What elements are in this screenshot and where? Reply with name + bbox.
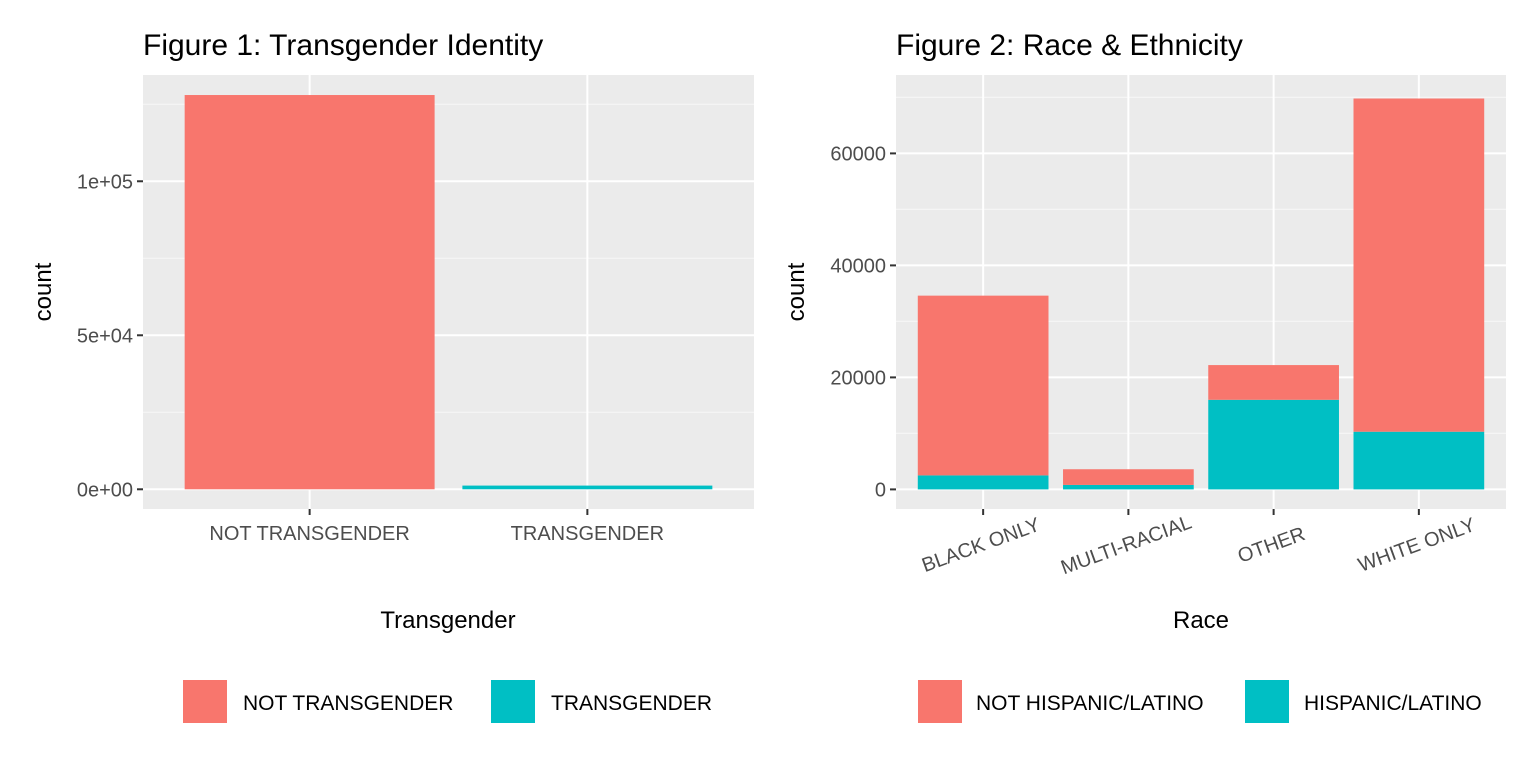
- chart1-y-axis: 0e+00 5e+04 1e+05: [77, 171, 143, 501]
- y-tick-label: 0: [875, 479, 886, 501]
- x-tick-label-black-only: BLACK ONLY: [919, 514, 1043, 577]
- bar-black-only-not-hispanic-latino: [917, 295, 1049, 476]
- chart2-bars: [917, 98, 1485, 490]
- legend-swatch-not-transgender: [183, 680, 227, 723]
- x-tick-label-white-only: WHITE ONLY: [1355, 514, 1478, 577]
- y-tick-label: 60000: [830, 143, 886, 165]
- bar-other-hispanic-latino: [1208, 399, 1339, 490]
- bar-multi-racial-not-hispanic-latino: [1063, 469, 1194, 485]
- legend-swatch-not-hispanic-latino: [918, 680, 962, 723]
- chart1-y-axis-title: count: [30, 262, 57, 321]
- chart1-legend: NOT TRANSGENDER TRANSGENDER: [183, 680, 712, 723]
- chart2-y-axis-title: count: [783, 262, 810, 321]
- chart2-y-axis: 0 20000 40000 60000: [830, 143, 896, 501]
- chart2-title: Figure 2: Race & Ethnicity: [896, 29, 1243, 62]
- bar-white-only-hispanic-latino: [1353, 431, 1485, 490]
- legend-label-not-hispanic-latino: NOT HISPANIC/LATINO: [976, 692, 1204, 715]
- chart2-legend: NOT HISPANIC/LATINO HISPANIC/LATINO: [918, 680, 1482, 723]
- legend-label-transgender: TRANSGENDER: [551, 692, 712, 715]
- chart1-bars: [184, 95, 713, 490]
- y-tick-label: 1e+05: [77, 171, 133, 193]
- bar-multi-racial-hispanic-latino: [1063, 484, 1194, 490]
- chart1-x-axis-title: Transgender: [380, 607, 515, 634]
- bar-not-transgender: [184, 95, 435, 490]
- legend-label-not-transgender: NOT TRANSGENDER: [243, 692, 453, 715]
- x-tick-label-not-transgender: NOT TRANSGENDER: [209, 523, 409, 545]
- legend-swatch-hispanic-latino: [1245, 680, 1289, 723]
- bar-black-only-hispanic-latino: [917, 475, 1049, 490]
- legend-label-hispanic-latino: HISPANIC/LATINO: [1304, 692, 1482, 715]
- bar-white-only-not-hispanic-latino: [1353, 98, 1485, 432]
- chart2-x-axis: BLACK ONLY MULTI-RACIAL OTHER WHITE ONLY: [919, 509, 1478, 579]
- y-tick-label: 40000: [830, 255, 886, 277]
- y-tick-label: 5e+04: [77, 325, 133, 347]
- chart1-title: Figure 1: Transgender Identity: [143, 29, 543, 62]
- chart2-x-axis-title: Race: [1173, 607, 1229, 634]
- x-tick-label-transgender: TRANSGENDER: [511, 523, 664, 545]
- chart-transgender-identity: Figure 1: Transgender Identity 0e+00 5e+0…: [30, 29, 754, 723]
- bar-transgender: [462, 485, 713, 490]
- x-tick-label-multi-racial: MULTI-RACIAL: [1058, 512, 1195, 580]
- x-tick-label-other: OTHER: [1235, 523, 1308, 568]
- y-tick-label: 20000: [830, 367, 886, 389]
- legend-swatch-transgender: [491, 680, 535, 723]
- bar-other-not-hispanic-latino: [1208, 365, 1339, 400]
- chart-race-ethnicity: Figure 2: Race & Ethnicity 0 20000 40000 60…: [783, 29, 1506, 723]
- chart1-x-axis: NOT TRANSGENDER TRANSGENDER: [209, 509, 664, 545]
- y-tick-label: 0e+00: [77, 479, 133, 501]
